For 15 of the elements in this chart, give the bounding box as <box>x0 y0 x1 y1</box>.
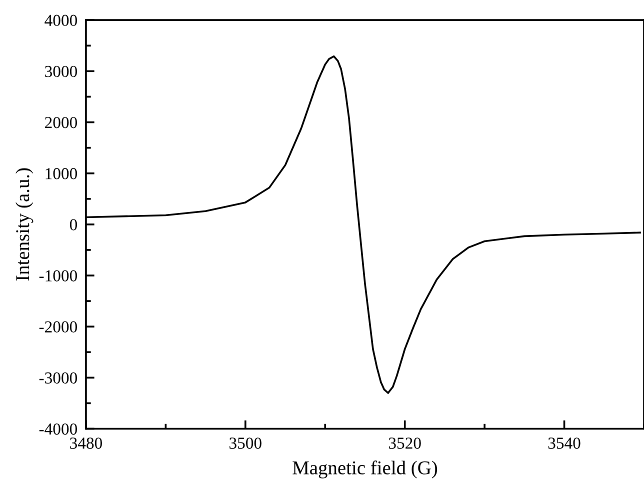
y-tick-label: -1000 <box>39 270 78 282</box>
x-tick-label: 3540 <box>548 438 580 449</box>
y-tick-label: 4000 <box>44 14 78 26</box>
y-tick-label: -2000 <box>39 321 78 333</box>
x-tick-label: 3480 <box>70 438 102 449</box>
x-tick-label: 3520 <box>388 438 421 449</box>
y-tick-label: 3000 <box>45 66 78 78</box>
y-tick-label: 1000 <box>46 168 78 180</box>
y-tick-label: 0 <box>70 219 78 230</box>
y-tick-label: -3000 <box>39 372 78 384</box>
y-tick-label: 2000 <box>45 116 78 128</box>
y-axis-title: Intensity (a.u.) <box>16 168 34 281</box>
x-axis-title: Magnetic field (G) <box>292 460 438 478</box>
x-tick-label: 3500 <box>230 438 262 449</box>
y-tick-label: -4000 <box>39 423 78 435</box>
